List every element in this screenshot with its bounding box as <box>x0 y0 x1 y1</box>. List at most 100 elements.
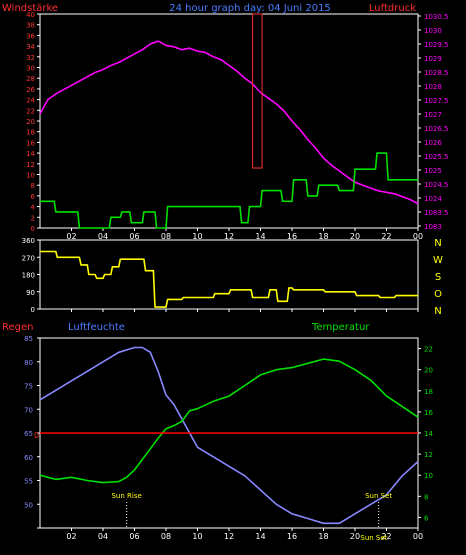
x-tick-label: 04 <box>98 532 108 541</box>
x-tick-label: 16 <box>287 532 297 541</box>
x-tick-label: 12 <box>224 532 234 541</box>
humidity-tick-label: 85 <box>24 335 33 343</box>
wind-tick-label: 8 <box>31 182 35 190</box>
wind-tick-label: 34 <box>26 43 35 51</box>
direction-tick-label: 180 <box>22 272 35 280</box>
sun-annotation: Sun Rise <box>111 492 141 500</box>
direction-tick-label: 360 <box>22 237 35 245</box>
direction-tick-label: 90 <box>26 289 35 297</box>
wind-tick-label: 32 <box>26 54 35 62</box>
x-tick-label: 08 <box>161 532 171 541</box>
compass-label: S <box>435 272 441 283</box>
x-tick-label: 10 <box>192 532 202 541</box>
temperature-tick-label: 16 <box>424 409 433 417</box>
panel-frame-2 <box>39 239 419 310</box>
compass-label: O <box>434 289 442 300</box>
pressure-tick-label: 1026 <box>424 139 442 147</box>
humidity-tick-label: 65 <box>24 430 33 438</box>
x-tick-label: 04 <box>98 232 108 241</box>
pressure-line <box>39 40 419 205</box>
x-tick-label: 10 <box>192 232 202 241</box>
x-tick-label: 06 <box>129 232 139 241</box>
wind-strength-title: Windstärke <box>2 3 58 14</box>
x-tick-label: 20 <box>350 232 360 241</box>
wind-tick-label: 12 <box>26 161 35 169</box>
pressure-tick-label: 1083.5 <box>424 209 449 217</box>
wind-tick-label: 28 <box>26 75 35 83</box>
wind-tick-label: 2 <box>31 214 35 222</box>
wind-tick-label: 22 <box>26 107 35 115</box>
wind-tick-label: 36 <box>26 32 35 40</box>
pressure-tick-label: 1025 <box>424 167 442 175</box>
rain-title: Regen <box>2 322 34 333</box>
x-tick-label: 08 <box>161 232 171 241</box>
temperature-tick-label: 14 <box>424 430 433 438</box>
pressure-tick-label: 1024 <box>424 195 442 203</box>
temperature-tick-label: 22 <box>424 346 433 354</box>
humidity-tick-label: 55 <box>24 478 33 486</box>
wind-tick-label: 0 <box>31 225 35 233</box>
temperature-line <box>39 358 419 484</box>
temperature-tick-label: 8 <box>424 493 428 501</box>
humidity-tick-label: 80 <box>24 359 33 367</box>
wind-tick-label: 10 <box>26 172 35 180</box>
humidity-tick-label: 50 <box>24 501 33 509</box>
pressure-tick-label: 1083 <box>424 223 442 231</box>
pressure-tick-label: 1026.5 <box>424 125 449 133</box>
compass-label: N <box>434 238 441 249</box>
wind-speed-line <box>40 152 418 229</box>
wind-tick-label: 38 <box>26 22 35 30</box>
wind-tick-label: 20 <box>26 118 35 126</box>
wind-tick-label: 14 <box>26 150 35 158</box>
pressure-tick-label: 1029.5 <box>424 41 449 49</box>
wind-direction-line <box>40 250 418 308</box>
sun-annotation: Sun Set <box>360 534 387 542</box>
x-tick-label: 02 <box>66 232 76 241</box>
x-tick-label: 06 <box>129 532 139 541</box>
x-tick-label: 12 <box>224 232 234 241</box>
wind-tick-label: 18 <box>26 129 35 137</box>
humidity-tick-label: 60 <box>24 454 33 462</box>
temperature-tick-label: 10 <box>424 472 433 480</box>
temperature-tick-label: 20 <box>424 367 433 375</box>
humidity-title: Luftfeuchte <box>68 322 125 333</box>
wind-tick-label: 6 <box>31 193 36 201</box>
humidity-tick-label: 70 <box>24 406 33 414</box>
pressure-tick-label: 1028.5 <box>424 69 449 77</box>
pressure-title: Luftdruck <box>369 3 416 14</box>
pressure-tick-label: 1028 <box>424 83 442 91</box>
x-tick-label: 14 <box>255 532 265 541</box>
x-tick-label: 16 <box>287 232 297 241</box>
x-tick-label: 14 <box>255 232 265 241</box>
pressure-tick-label: 1029 <box>424 55 442 63</box>
rain-zero-label: 0 <box>34 431 39 440</box>
pressure-tick-label: 1027.5 <box>424 97 449 105</box>
compass-label: N <box>434 306 441 317</box>
wind-tick-label: 4 <box>31 204 36 212</box>
pressure-tick-label: 1030.5 <box>424 13 449 21</box>
x-tick-label: 02 <box>66 532 76 541</box>
temperature-tick-label: 18 <box>424 388 433 396</box>
pressure-tick-label: 1027 <box>424 111 442 119</box>
panel-frame-1 <box>39 13 419 229</box>
direction-tick-label: 0 <box>31 306 35 314</box>
x-tick-label: 20 <box>350 532 360 541</box>
wind-tick-label: 16 <box>26 139 35 147</box>
pressure-tick-label: 1025.5 <box>424 153 449 161</box>
temperature-tick-label: 6 <box>424 514 429 522</box>
direction-tick-label: 270 <box>22 254 35 262</box>
x-tick-label: 00 <box>413 532 423 541</box>
wind-tick-label: 26 <box>26 86 35 94</box>
x-tick-label: 18 <box>318 532 328 541</box>
pressure-tick-label: 1030 <box>424 27 442 35</box>
pressure-tick-label: 1024.5 <box>424 181 449 189</box>
compass-label: W <box>433 255 443 266</box>
graph-title: 24 hour graph day: 04 Juni 2015 <box>169 3 331 14</box>
x-tick-label: 22 <box>381 232 391 241</box>
max-gust-marker <box>252 13 263 169</box>
temperature-tick-label: 12 <box>424 451 433 459</box>
wind-tick-label: 30 <box>26 65 35 73</box>
x-tick-label: 22 <box>381 532 391 541</box>
wind-tick-label: 24 <box>26 97 35 105</box>
